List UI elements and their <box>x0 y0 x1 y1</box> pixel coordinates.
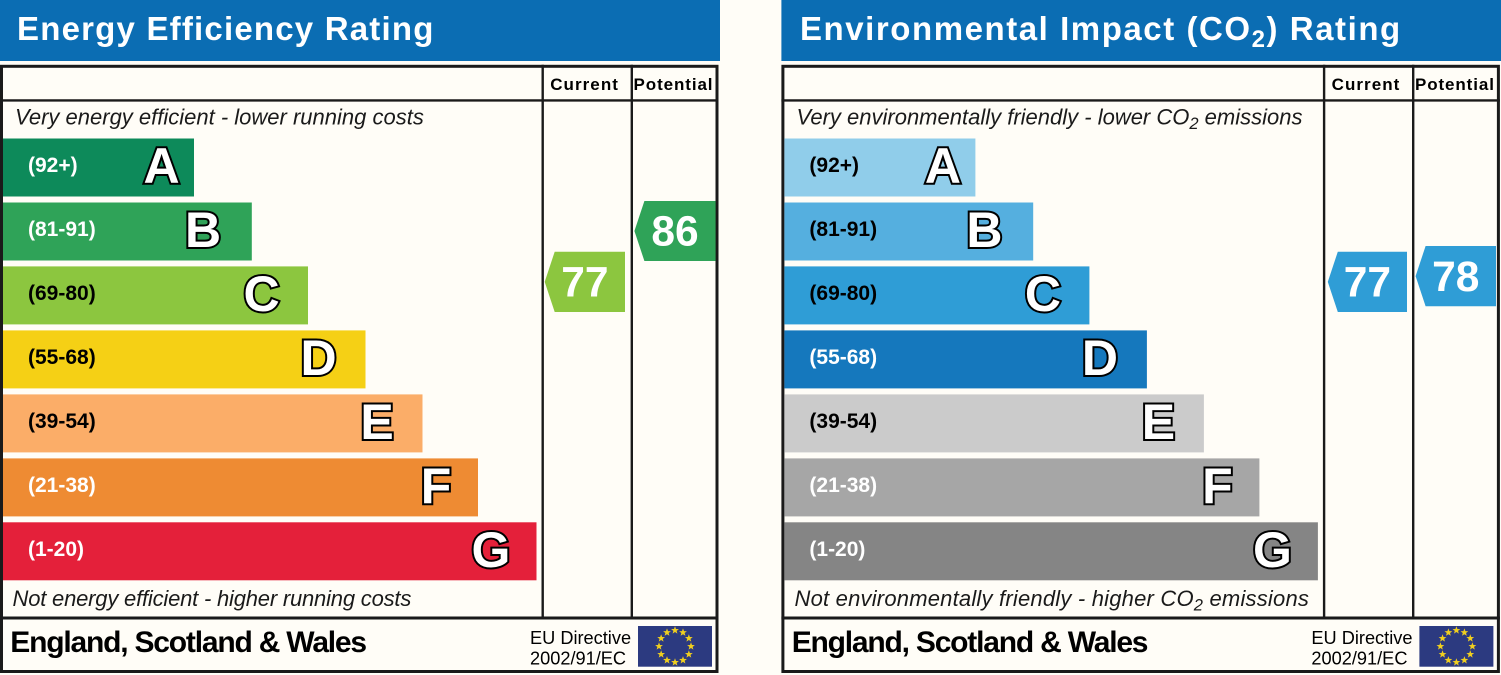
svg-text:England, Scotland & Wales: England, Scotland & Wales <box>10 626 366 659</box>
svg-text:G: G <box>1253 522 1292 578</box>
svg-text:Energy Efficiency Rating: Energy Efficiency Rating <box>17 10 435 47</box>
svg-text:(92+): (92+) <box>809 154 859 177</box>
svg-text:Not environmentally friendly -: Not environmentally friendly - higher CO… <box>795 586 1310 615</box>
svg-text:2002/91/EC: 2002/91/EC <box>1311 649 1407 669</box>
svg-text:F: F <box>421 458 452 514</box>
svg-text:(55-68): (55-68) <box>28 346 96 369</box>
svg-text:B: B <box>966 202 1002 258</box>
svg-text:B: B <box>185 202 221 258</box>
svg-text:Not energy efficient - higher: Not energy efficient - higher running co… <box>13 586 412 611</box>
svg-text:EU Directive: EU Directive <box>530 628 631 648</box>
svg-text:Very energy efficient - lower: Very energy efficient - lower running co… <box>15 105 424 130</box>
svg-text:A: A <box>143 138 179 194</box>
svg-text:86: 86 <box>651 209 698 256</box>
svg-text:C: C <box>1025 266 1061 322</box>
svg-text:(21-38): (21-38) <box>28 474 96 497</box>
svg-text:England, Scotland & Wales: England, Scotland & Wales <box>792 626 1148 659</box>
svg-text:77: 77 <box>561 260 608 307</box>
svg-text:(39-54): (39-54) <box>809 410 877 433</box>
svg-text:E: E <box>1142 394 1175 450</box>
svg-text:Very environmentally friendly: Very environmentally friendly - lower CO… <box>797 105 1303 134</box>
svg-text:Potential: Potential <box>1415 75 1495 94</box>
svg-text:E: E <box>360 394 393 450</box>
svg-text:(69-80): (69-80) <box>28 282 96 305</box>
svg-text:A: A <box>925 138 961 194</box>
svg-text:Current: Current <box>1332 75 1401 94</box>
svg-text:EU Directive: EU Directive <box>1311 628 1412 648</box>
svg-text:(1-20): (1-20) <box>809 538 865 561</box>
svg-text:(81-91): (81-91) <box>809 218 877 241</box>
svg-text:(92+): (92+) <box>28 154 78 177</box>
svg-text:2002/91/EC: 2002/91/EC <box>530 649 626 669</box>
svg-text:D: D <box>1082 330 1118 386</box>
svg-text:(81-91): (81-91) <box>28 218 96 241</box>
svg-text:(1-20): (1-20) <box>28 538 84 561</box>
svg-text:C: C <box>243 266 279 322</box>
svg-text:(39-54): (39-54) <box>28 410 96 433</box>
svg-text:Potential: Potential <box>634 75 714 94</box>
svg-text:Environmental Impact (CO2) Rat: Environmental Impact (CO2) Rating <box>800 10 1402 53</box>
svg-text:D: D <box>300 330 336 386</box>
svg-text:(69-80): (69-80) <box>809 282 877 305</box>
svg-text:(55-68): (55-68) <box>809 346 877 369</box>
svg-text:(21-38): (21-38) <box>809 474 877 497</box>
svg-text:Current: Current <box>550 75 619 94</box>
svg-text:F: F <box>1202 458 1233 514</box>
svg-text:78: 78 <box>1432 254 1479 301</box>
svg-text:77: 77 <box>1344 260 1391 307</box>
svg-text:G: G <box>472 522 511 578</box>
